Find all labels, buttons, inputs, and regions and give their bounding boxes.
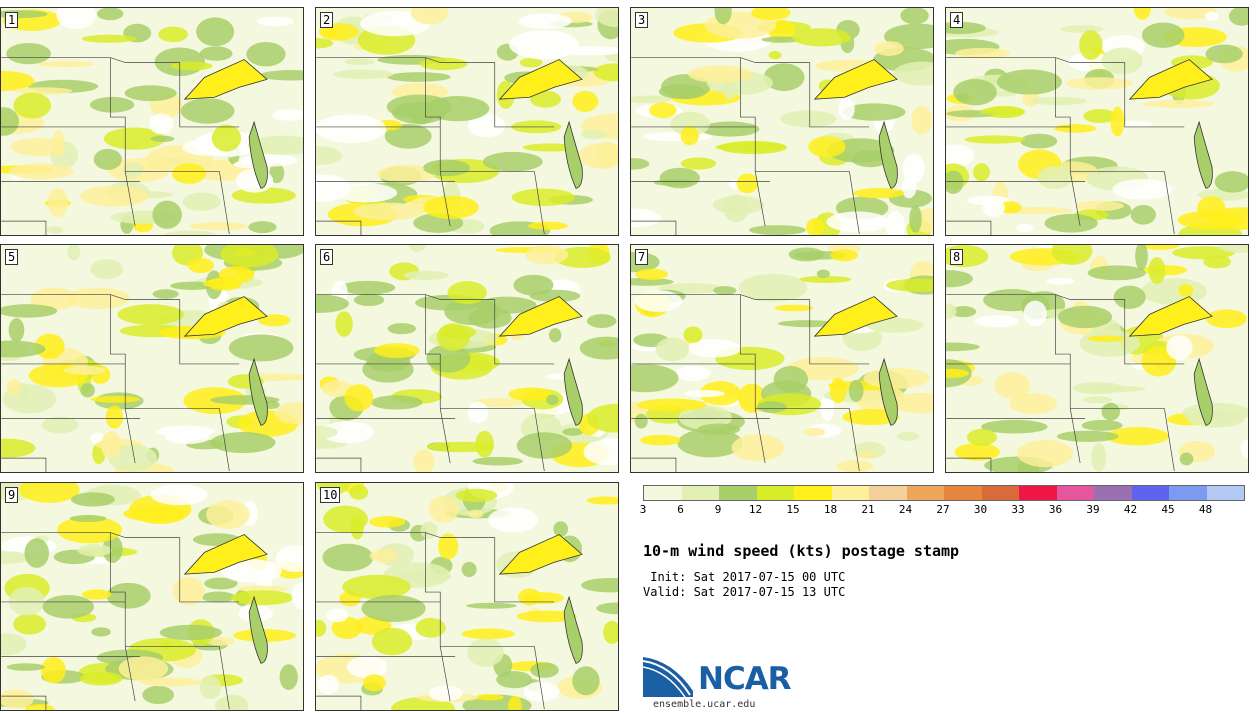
colorbar-swatch xyxy=(644,486,682,500)
plot-title: 10-m wind speed (kts) postage stamp xyxy=(643,542,960,560)
map-panel xyxy=(946,8,1248,235)
stamp-1: 1 xyxy=(0,7,304,236)
colorbar-swatch xyxy=(1206,486,1244,500)
stamp-number: 2 xyxy=(320,12,334,28)
colorbar-swatch xyxy=(1169,486,1207,500)
colorbar-tick-label: 48 xyxy=(1198,503,1213,516)
stamp-number: 8 xyxy=(950,249,964,265)
map-panel xyxy=(631,245,933,472)
map-panel xyxy=(1,483,303,710)
map-panel xyxy=(946,245,1248,472)
colorbar-swatch xyxy=(1131,486,1169,500)
stamp-number: 3 xyxy=(635,12,649,28)
stamp-number: 1 xyxy=(5,12,19,28)
stamp-number: 6 xyxy=(320,249,334,265)
map-panel xyxy=(316,8,618,235)
colorbar-tick-label: 15 xyxy=(786,503,800,516)
colorbar-tick-label: 3 xyxy=(639,503,647,516)
stamp-number: 9 xyxy=(5,487,19,503)
stamp-number: 5 xyxy=(5,249,19,265)
colorbar-swatch xyxy=(794,486,832,500)
colorbar-tick-label: 39 xyxy=(1086,503,1100,516)
colorbar-swatch xyxy=(719,486,757,500)
map-panel xyxy=(1,245,303,472)
colorbar-tick-label: 18 xyxy=(823,503,838,516)
stamp-6: 6 xyxy=(315,244,619,473)
map-panel xyxy=(631,8,933,235)
stamp-8: 8 xyxy=(945,244,1249,473)
stamp-3: 3 xyxy=(630,7,934,236)
colorbar-tick-label: 33 xyxy=(1011,503,1025,516)
map-panel xyxy=(316,245,618,472)
colorbar-tick-label: 27 xyxy=(936,503,950,516)
colorbar-tick-label: 12 xyxy=(748,503,763,516)
colorbar-swatch xyxy=(869,486,907,500)
colorbar-swatch xyxy=(831,486,869,500)
stamp-number: 10 xyxy=(320,487,341,503)
map-panel xyxy=(1,8,303,235)
colorbar-tick-label: 6 xyxy=(677,503,684,516)
stamp-5: 5 xyxy=(0,244,304,473)
colorbar-swatch xyxy=(981,486,1019,500)
colorbar xyxy=(643,485,1245,501)
valid-time: Valid: Sat 2017-07-15 13 UTC xyxy=(643,585,846,599)
colorbar-tick-label: 9 xyxy=(714,503,722,516)
colorbar-tick-label: 21 xyxy=(861,503,875,516)
colorbar-swatch xyxy=(1019,486,1057,500)
stamp-4: 4 xyxy=(945,7,1249,236)
colorbar-tick-label: 42 xyxy=(1123,503,1138,516)
colorbar-tick-label: 36 xyxy=(1048,503,1063,516)
colorbar-swatch xyxy=(756,486,794,500)
stamp-7: 7 xyxy=(630,244,934,473)
stamp-number: 4 xyxy=(950,12,964,28)
colorbar-tick-labels: 3 6 9 12 15 18 21 24 27 30 33 36 39 42 45 48 xyxy=(639,503,1243,517)
colorbar-tick-label: 30 xyxy=(973,503,988,516)
colorbar-swatch xyxy=(944,486,982,500)
colorbar-swatch xyxy=(906,486,944,500)
ncar-logo: NCAR xyxy=(642,657,793,707)
stamp-number: 7 xyxy=(635,249,649,265)
init-time: Init: Sat 2017-07-15 00 UTC xyxy=(643,570,846,584)
stamp-2: 2 xyxy=(315,7,619,236)
ncar-swoosh-icon xyxy=(642,657,693,698)
ncar-wordmark: NCAR xyxy=(698,661,792,697)
colorbar-swatch xyxy=(1094,486,1132,500)
colorbar-swatch xyxy=(681,486,719,500)
map-panel xyxy=(316,483,618,710)
colorbar-swatch xyxy=(1056,486,1094,500)
colorbar-tick-label: 45 xyxy=(1161,503,1175,516)
site-url: ensemble.ucar.edu xyxy=(653,699,756,710)
colorbar-tick-label: 24 xyxy=(898,503,913,516)
stamp-9: 9 xyxy=(0,482,304,711)
stamp-10: 10 xyxy=(315,482,619,711)
